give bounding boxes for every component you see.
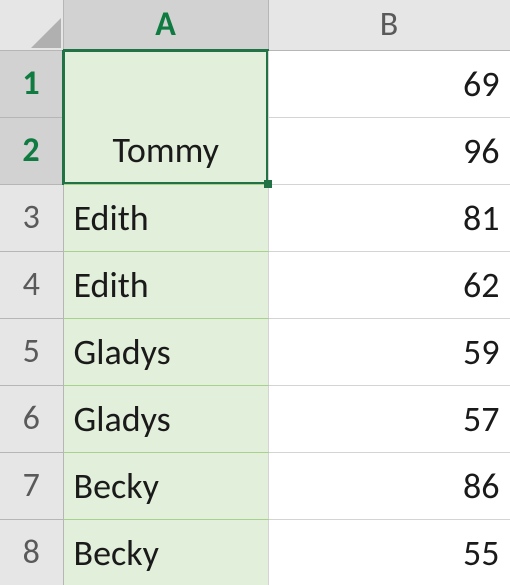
row-header-8[interactable]: 8: [0, 519, 63, 585]
select-all-corner[interactable]: [0, 0, 63, 50]
cell-a4[interactable]: Edith: [63, 251, 268, 318]
cell-b3[interactable]: 81: [268, 184, 510, 251]
cell-a5[interactable]: Gladys: [63, 318, 268, 385]
cell-b2[interactable]: 96: [268, 117, 510, 184]
cell-a6[interactable]: Gladys: [63, 385, 268, 452]
cell-b7[interactable]: 86: [268, 452, 510, 519]
row-header-5[interactable]: 5: [0, 318, 63, 385]
row-header-6[interactable]: 6: [0, 385, 63, 452]
row-header-2[interactable]: 2: [0, 117, 63, 184]
row-header-1[interactable]: 1: [0, 50, 63, 117]
column-header-b[interactable]: B: [268, 0, 510, 50]
row-header-7[interactable]: 7: [0, 452, 63, 519]
fill-handle[interactable]: [264, 180, 272, 188]
cell-b4[interactable]: 62: [268, 251, 510, 318]
cell-a3[interactable]: Edith: [63, 184, 268, 251]
cell-b5[interactable]: 59: [268, 318, 510, 385]
select-all-triangle-icon: [27, 14, 61, 48]
cell-b6[interactable]: 57: [268, 385, 510, 452]
cell-a2[interactable]: Tommy: [63, 117, 268, 184]
cell-a1[interactable]: [63, 50, 268, 117]
row-header-3[interactable]: 3: [0, 184, 63, 251]
spreadsheet-grid[interactable]: A B 1 69 2 Tommy 96 3 Edith 81 4 Edith 6…: [0, 0, 510, 585]
cell-a8[interactable]: Becky: [63, 519, 268, 585]
cell-b1[interactable]: 69: [268, 50, 510, 117]
column-header-a[interactable]: A: [63, 0, 268, 50]
cell-b8[interactable]: 55: [268, 519, 510, 585]
row-header-4[interactable]: 4: [0, 251, 63, 318]
cell-a7[interactable]: Becky: [63, 452, 268, 519]
